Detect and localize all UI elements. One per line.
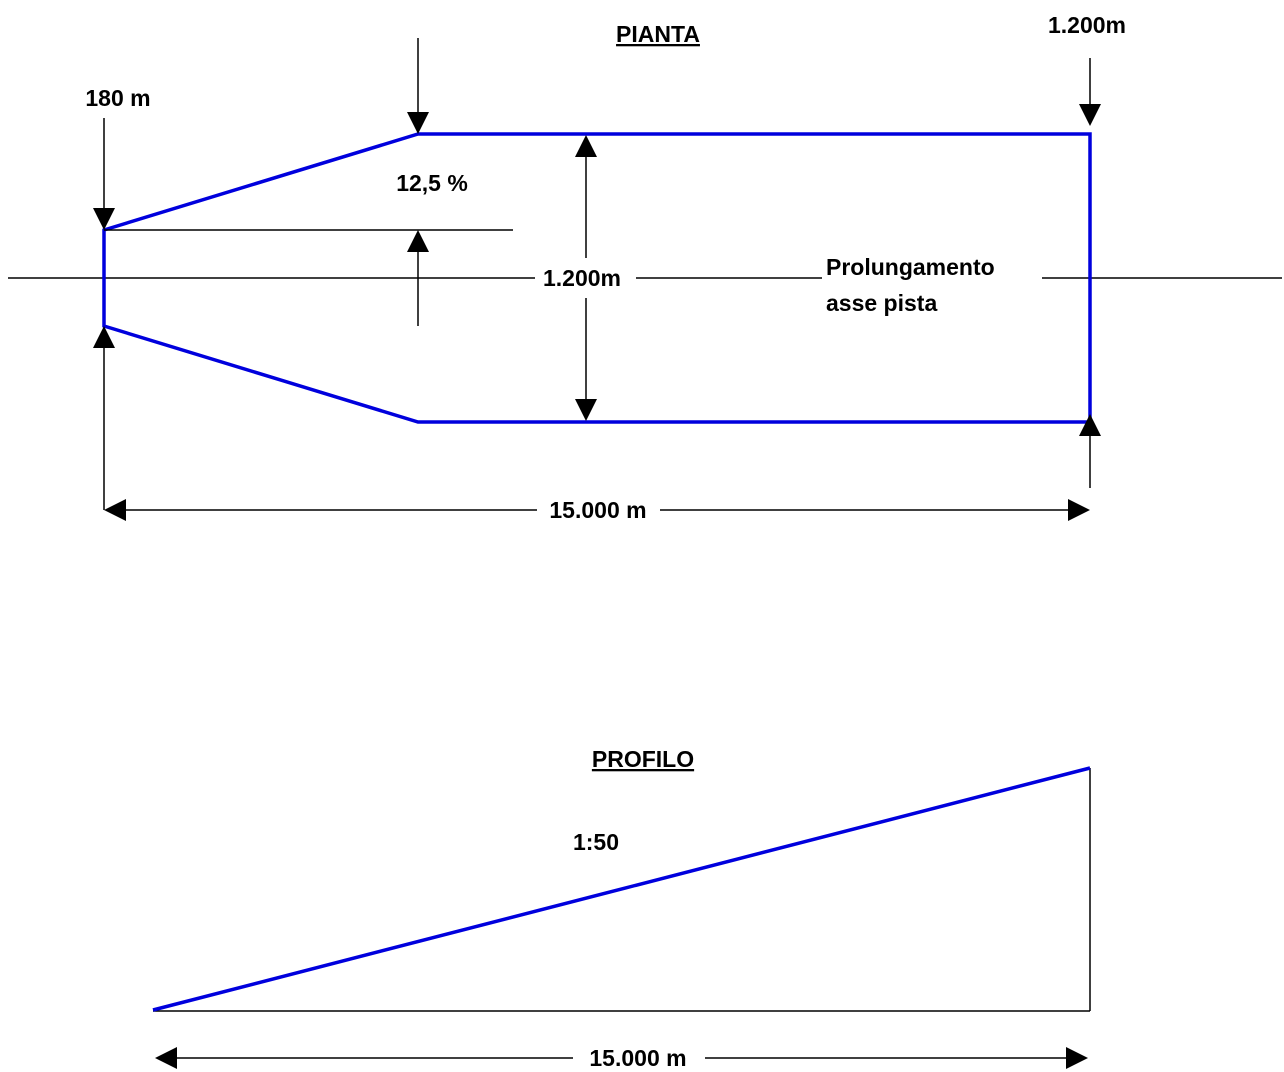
plan-length-label: 15.000 m — [549, 497, 646, 523]
outer-edge-bottom-arrow — [1079, 414, 1101, 488]
inner-width-up-arrow — [407, 230, 429, 326]
profile-title: PROFILO — [592, 746, 694, 772]
outer-edge-width-label: 1.200m — [1048, 12, 1126, 38]
outer-width-label: 1.200m — [543, 265, 621, 291]
inner-edge-top-arrow — [93, 118, 115, 230]
runway-axis-label-line1: Prolungamento — [826, 254, 995, 280]
plan-view: PIANTA 180 m 1.200m 12,5 % 1.200m Prolun… — [8, 12, 1282, 523]
profile-view: PROFILO 1:50 15.000 m — [152, 746, 1091, 1071]
slope-ratio-label: 1:50 — [573, 829, 619, 855]
plan-length-dimension — [104, 499, 1090, 521]
profile-length-dimension — [155, 1047, 1088, 1069]
profile-length-label: 15.000 m — [589, 1045, 686, 1071]
divergence-end-arrow — [407, 38, 429, 134]
inner-edge-bottom-arrow — [93, 326, 115, 510]
outer-edge-top-arrow — [1079, 58, 1101, 126]
outer-width-dimension — [575, 135, 597, 421]
runway-axis-label-line2: asse pista — [826, 290, 937, 316]
plan-title: PIANTA — [616, 21, 700, 47]
inner-edge-width-label: 180 m — [85, 85, 150, 111]
divergence-label: 12,5 % — [396, 170, 468, 196]
profile-slope-line — [152, 766, 1091, 1012]
